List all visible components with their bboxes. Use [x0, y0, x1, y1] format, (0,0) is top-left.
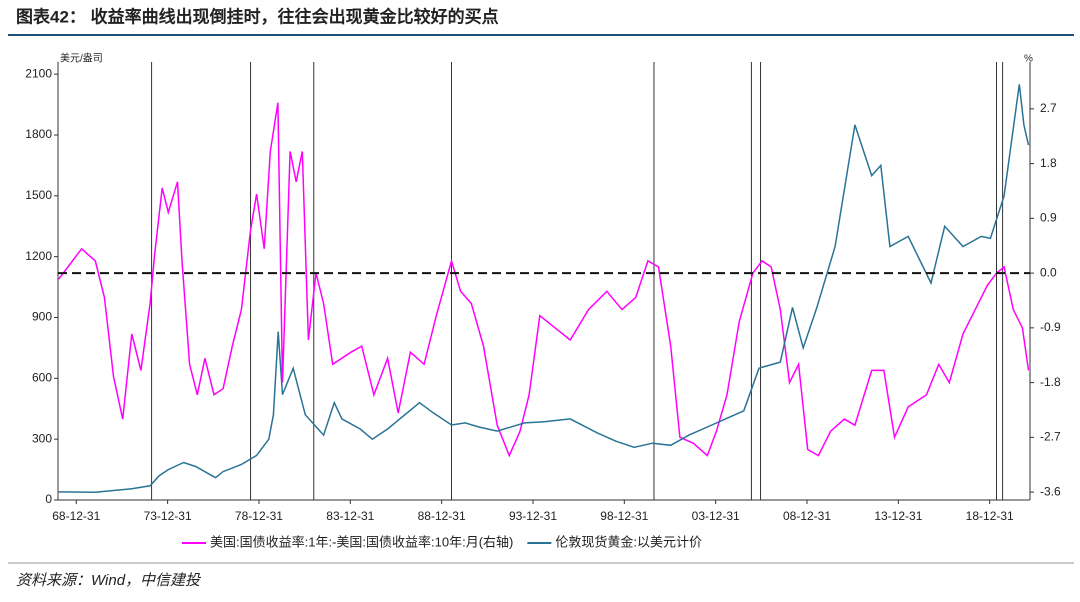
x-tick-label: 98-12-31: [600, 509, 648, 523]
y-tick-label: 2100: [25, 66, 52, 80]
y-tick-label: 0: [45, 492, 52, 506]
x-tick-label: 73-12-31: [144, 509, 192, 523]
y2-tick-label: -0.9: [1040, 320, 1061, 334]
x-tick-label: 68-12-31: [52, 509, 100, 523]
y-axis-label: 美元/盎司: [60, 52, 103, 65]
source: 资料来源：Wind，中信建投: [16, 572, 202, 589]
y-tick-label: 600: [32, 371, 52, 385]
legend-label: 伦敦现货黄金:以美元计价: [555, 534, 702, 549]
x-tick-label: 08-12-31: [783, 509, 831, 523]
chart-title: 图表42： 收益率曲线出现倒挂时，往往会出现黄金比较好的买点: [16, 6, 499, 26]
y2-tick-label: -2.7: [1040, 430, 1061, 444]
y2-tick-label: -1.8: [1040, 375, 1061, 389]
y-tick-label: 1200: [25, 249, 52, 263]
y-tick-label: 1800: [25, 127, 52, 141]
x-tick-label: 03-12-31: [692, 509, 740, 523]
y2-tick-label: 2.7: [1040, 101, 1057, 115]
y-tick-label: 900: [32, 310, 52, 324]
series-line: [58, 102, 1030, 458]
series-line: [58, 84, 1030, 494]
y-tick-label: 300: [32, 431, 52, 445]
y2-tick-label: 0.9: [1040, 211, 1057, 225]
x-tick-label: 18-12-31: [966, 509, 1014, 523]
y2-axis-label: %: [1024, 54, 1033, 65]
x-tick-label: 13-12-31: [874, 509, 922, 523]
x-tick-label: 88-12-31: [418, 509, 466, 523]
x-tick-label: 93-12-31: [509, 509, 557, 523]
y2-tick-label: 0.0: [1040, 265, 1057, 279]
legend-label: 美国:国债收益率:1年:-美国:国债收益率:10年:月(右轴): [210, 534, 513, 549]
x-tick-label: 83-12-31: [326, 509, 374, 523]
y-tick-label: 1500: [25, 188, 52, 202]
y2-tick-label: 1.8: [1040, 156, 1057, 170]
y2-tick-label: -3.6: [1040, 484, 1061, 498]
x-tick-label: 78-12-31: [235, 509, 283, 523]
